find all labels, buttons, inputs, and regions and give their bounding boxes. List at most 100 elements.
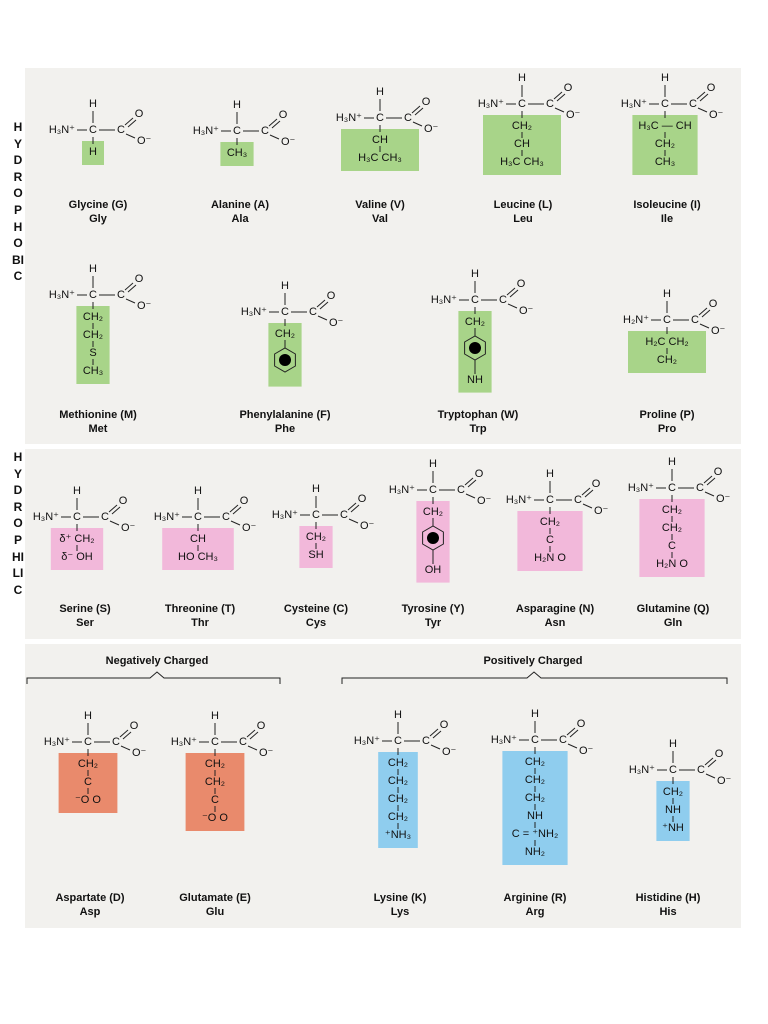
atom: C [546, 98, 554, 110]
atom: C [340, 509, 348, 521]
side-chain-atom: CH₂ [525, 756, 545, 768]
amino-acid-name: Lysine (K) [374, 892, 427, 904]
atom: O [715, 748, 724, 760]
atom: C [239, 736, 247, 748]
atom: H₂N⁺ [623, 314, 649, 326]
amino-acid-abbr: Leu [513, 213, 533, 225]
side-chain-atom: CH₂ [525, 792, 545, 804]
atom: H [73, 485, 81, 497]
atom: H₃N⁺ [431, 294, 457, 306]
atom: H₃N⁺ [336, 112, 362, 124]
bond [230, 520, 241, 526]
bond [697, 107, 708, 113]
atom: O⁻ [711, 325, 726, 337]
atom: C [691, 314, 699, 326]
atom: C [559, 734, 567, 746]
side-chain-atom: CH₂ [657, 354, 677, 366]
atom: H₃N⁺ [171, 736, 197, 748]
bond [704, 491, 715, 497]
atom: H₃N⁺ [506, 494, 532, 506]
side-chain-box [58, 753, 118, 813]
atom: H₃N⁺ [44, 736, 70, 748]
amino-acid-abbr: Gln [664, 617, 683, 629]
amino-acid-name: Alanine (A) [211, 199, 269, 211]
side-chain-atom: CH₂ [306, 531, 326, 543]
atom: C [84, 736, 92, 748]
atom: O⁻ [137, 135, 152, 147]
atom: O [577, 718, 586, 730]
atom: C [663, 314, 671, 326]
atom: C [518, 98, 526, 110]
atom: O [279, 109, 288, 121]
atom: C [194, 511, 202, 523]
atom: C [376, 112, 384, 124]
bond [316, 299, 326, 308]
bond [556, 93, 566, 102]
amino-acid-name: Glycine (G) [69, 199, 128, 211]
atom: H₃N⁺ [478, 98, 504, 110]
side-chain-atom: CH₂ [205, 758, 225, 770]
atom: O⁻ [717, 775, 732, 787]
atom: O⁻ [137, 300, 152, 312]
atom: H [281, 280, 289, 292]
atom: O [327, 290, 336, 302]
atom: H [669, 738, 677, 750]
bond [707, 759, 717, 768]
bond [698, 307, 708, 316]
bond [119, 729, 129, 738]
atom: C [211, 736, 219, 748]
side-chain-atom: CH₂ [275, 328, 295, 340]
side-chain-atom: CH₂ [83, 311, 103, 323]
bond [430, 744, 441, 750]
side-chain-box [82, 141, 104, 165]
atom: O⁻ [259, 747, 274, 759]
bond [465, 493, 476, 499]
atom: C [661, 98, 669, 110]
side-chain-atom: CH [372, 134, 388, 146]
bond [414, 107, 424, 116]
bond [249, 731, 259, 740]
atom: O [257, 720, 266, 732]
bond [127, 284, 137, 293]
side-chain-atom: H₃C CH₃ [358, 152, 402, 164]
amino-acid-name: Glutamine (Q) [637, 603, 710, 615]
side-chain-atom: NH [467, 374, 483, 386]
bond [111, 506, 121, 515]
atom: H [471, 268, 479, 280]
amino-acid-name: Cysteine (C) [284, 603, 349, 615]
brace [26, 671, 281, 684]
bond [566, 727, 576, 736]
atom: H [663, 288, 671, 300]
atom: H [89, 98, 97, 110]
bond [703, 475, 713, 484]
amino-acid-abbr: His [659, 906, 676, 918]
atom: O⁻ [132, 747, 147, 759]
side-chain-atom: C [84, 776, 92, 788]
side-chain-atom: H [89, 146, 97, 158]
side-chain-atom: CH₂ [540, 516, 560, 528]
amino-acid-abbr: Gly [89, 213, 108, 225]
bond [122, 731, 132, 740]
ring [427, 532, 439, 544]
atom: C [101, 511, 109, 523]
bond [699, 93, 709, 102]
atom: H [194, 485, 202, 497]
amino-acid-name: Leucine (L) [494, 199, 553, 211]
atom: H₃N⁺ [49, 124, 75, 136]
atom: O [135, 273, 144, 285]
side-chain-atom: CH [514, 138, 530, 150]
side-chain-atom: C [668, 540, 676, 552]
atom: H [531, 708, 539, 720]
atom: O⁻ [424, 123, 439, 135]
bond [319, 301, 329, 310]
atom: O [475, 468, 484, 480]
amino-acid-name: Glutamate (E) [179, 892, 251, 904]
bond [109, 520, 120, 526]
side-chain-atom: ⁻O O [75, 794, 101, 806]
side-chain-atom: S [89, 347, 96, 359]
side-chain-atom: H₃C — CH [638, 120, 691, 132]
atom: H₃N⁺ [621, 98, 647, 110]
side-chain-box [220, 142, 254, 166]
bond [229, 504, 239, 513]
side-chain-atom: CH₂ [512, 120, 532, 132]
